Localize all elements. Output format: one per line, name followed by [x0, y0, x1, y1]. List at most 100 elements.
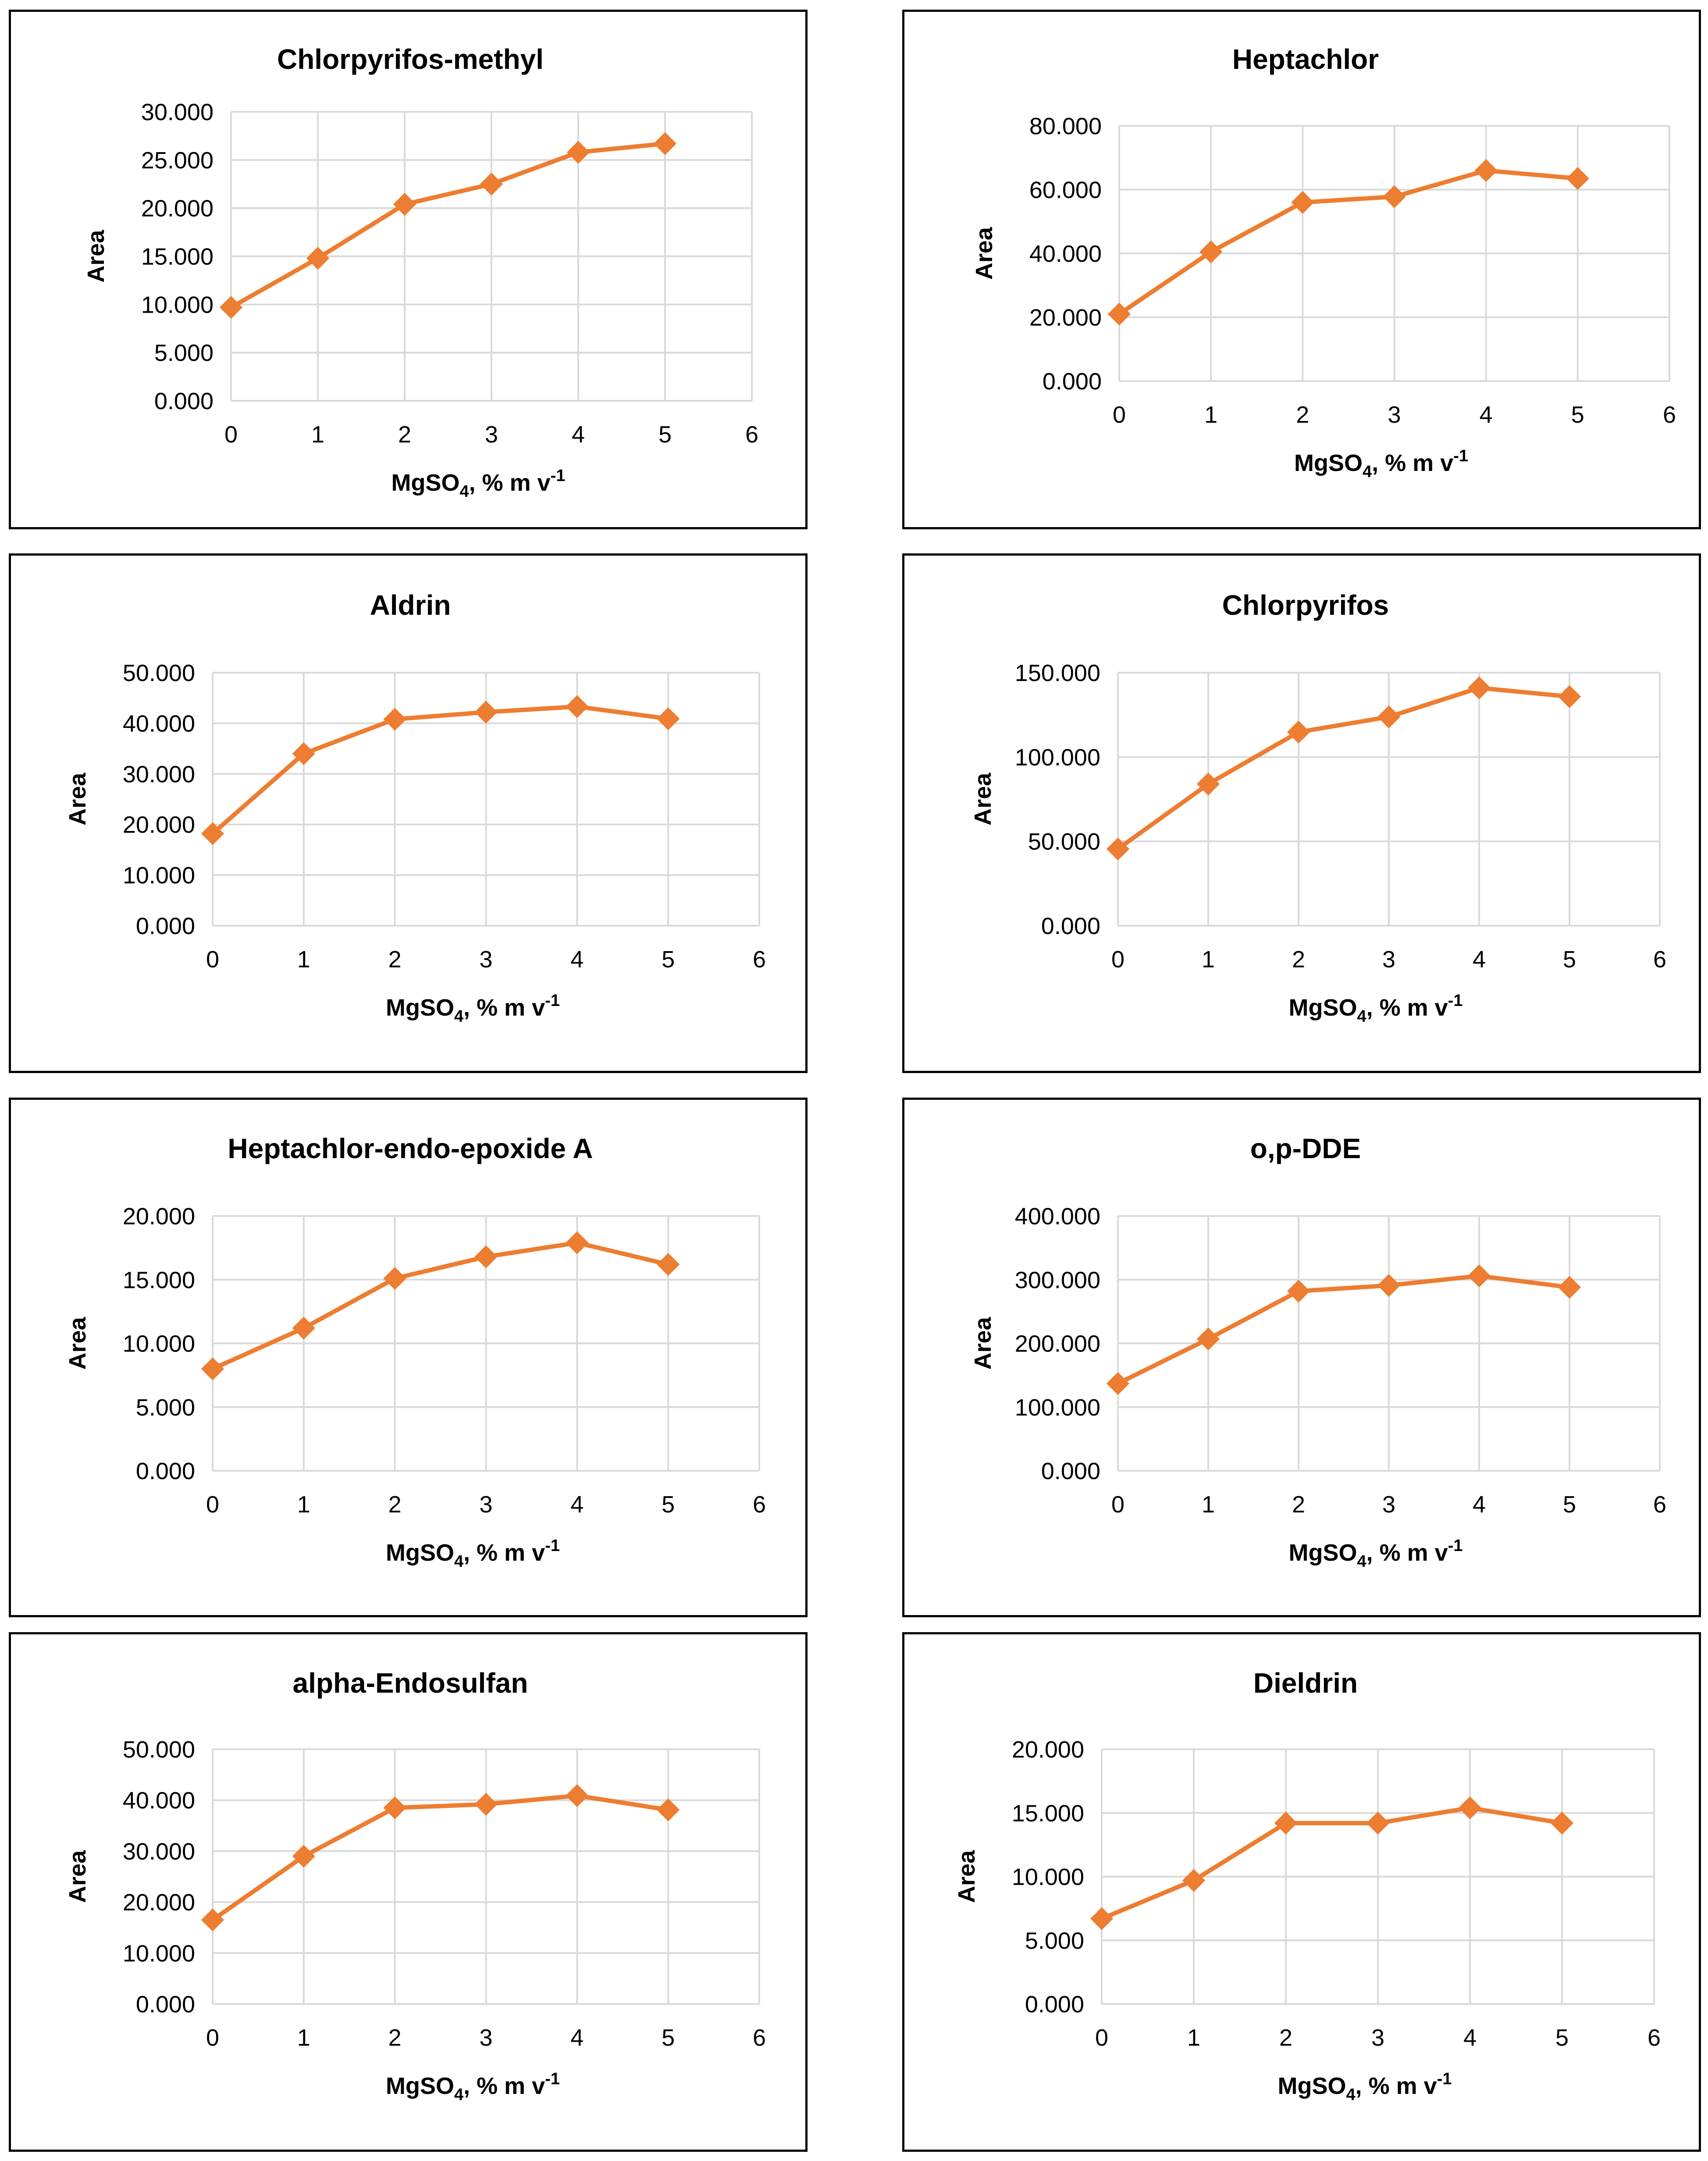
y-tick-label: 40.000: [1029, 241, 1102, 267]
y-tick-label: 20.000: [123, 812, 195, 838]
chart-title: Dieldrin: [1253, 1667, 1358, 1699]
y-tick-label: 0.000: [1041, 1458, 1100, 1484]
x-tick-label: 0: [1113, 402, 1126, 428]
data-point: [1377, 705, 1401, 728]
chart-panel-heptachlor-endo-epoxide-a: Heptachlor-endo-epoxide A 0 1 2 3 4 5 6 0.000 5.0…: [9, 1098, 808, 1617]
x-tick-label: 6: [745, 421, 758, 448]
x-tick-label: 5: [662, 946, 675, 973]
x-tick-label: 1: [311, 421, 324, 448]
data-point: [1566, 167, 1589, 190]
x-tick-label: 6: [1653, 1491, 1666, 1518]
x-tick-label: 3: [479, 2025, 492, 2051]
data-point: [1467, 676, 1491, 699]
series-line: [210, 1241, 671, 1371]
x-tick-label: 5: [662, 1491, 675, 1518]
x-tick-label: 3: [479, 946, 492, 973]
data-point: [1467, 1264, 1491, 1287]
chart-svg: o,p-DDE 0 1 2 3 4 5 6 0.000 100.000 200.000 300.000…: [970, 1133, 1666, 1571]
x-tick-label: 4: [570, 946, 584, 973]
data-point: [1182, 1869, 1206, 1892]
x-tick-label: 5: [1555, 2025, 1569, 2051]
y-tick-label: 0.000: [154, 388, 214, 414]
data-point: [657, 707, 680, 731]
x-tick-label: 4: [1480, 402, 1493, 428]
data-point: [306, 246, 330, 270]
chart-svg: Aldrin 0 1 2 3 4 5 6 0.000 10.000 20.000 30.000 40.0…: [64, 589, 766, 1026]
y-tick-label: 25.000: [141, 147, 214, 174]
y-tick-label: 10.000: [123, 863, 195, 889]
data-point: [566, 141, 590, 164]
y-tick-label: 5.000: [136, 1394, 195, 1421]
data-point: [474, 1793, 498, 1816]
series-line: [210, 704, 671, 836]
x-tick-label: 2: [388, 1491, 402, 1518]
y-tick-label: 40.000: [123, 710, 195, 737]
data-point: [474, 700, 498, 724]
data-point: [657, 1253, 680, 1276]
y-tick-label: 10.000: [141, 292, 214, 318]
x-axis-label: MgSO4, % m v-1: [1277, 2070, 1452, 2104]
data-point: [1199, 240, 1223, 264]
data-point: [1287, 1280, 1310, 1303]
y-tick-label: 100.000: [1015, 1394, 1100, 1421]
y-tick-label: 15.000: [141, 244, 214, 270]
x-tick-label: 6: [1653, 946, 1666, 973]
data-point: [383, 708, 406, 731]
y-tick-label: 150.000: [1015, 660, 1100, 686]
y-tick-label: 400.000: [1015, 1203, 1100, 1230]
data-point: [219, 296, 243, 319]
data-point: [566, 695, 589, 718]
chart-panel-dieldrin: Dieldrin 0 1 2 3 4 5 6 0.000 5.000 10.000 15.000 20.…: [902, 1632, 1701, 2152]
x-tick-label: 4: [572, 421, 585, 448]
chart-panel-chlorpyrifos-methyl: Chlorpyrifos-methyl 0 1 2 3 4 5 6 0.000 5.000 10.0…: [9, 10, 808, 529]
y-tick-label: 20.000: [1012, 1737, 1084, 1763]
x-tick-label: 3: [479, 1491, 492, 1518]
x-axis-label: MgSO4, % m v-1: [1294, 447, 1468, 481]
x-tick-label: 4: [1473, 1491, 1486, 1518]
x-tick-label: 4: [1473, 946, 1486, 973]
data-point: [1558, 685, 1581, 708]
x-tick-label: 1: [1187, 2025, 1200, 2051]
y-tick-label: 10.000: [123, 1940, 195, 1967]
y-tick-label: 20.000: [123, 1890, 195, 1916]
x-tick-label: 2: [398, 421, 411, 448]
x-tick-label: 6: [753, 946, 766, 973]
chart-svg: Chlorpyrifos 0 1 2 3 4 5 6 0.000 50.000 100.000 150…: [970, 589, 1666, 1026]
data-point: [292, 1316, 315, 1340]
y-axis-label: Area: [970, 1316, 996, 1369]
chart-panel-op-dde: o,p-DDE 0 1 2 3 4 5 6 0.000 100.000 200.000 300.000…: [902, 1098, 1701, 1617]
x-tick-label: 5: [658, 421, 672, 448]
data-point: [1366, 1812, 1390, 1835]
data-point: [474, 1245, 498, 1269]
y-tick-label: 50.000: [123, 660, 195, 686]
x-tick-label: 5: [1563, 1491, 1576, 1518]
x-tick-label: 6: [753, 1491, 766, 1518]
y-tick-label: 30.000: [123, 761, 195, 788]
x-tick-label: 6: [753, 2025, 766, 2051]
x-tick-label: 3: [1382, 946, 1395, 973]
x-tick-label: 5: [1571, 402, 1584, 428]
data-point: [566, 1231, 589, 1255]
x-tick-label: 2: [388, 2025, 402, 2051]
chart-svg: Dieldrin 0 1 2 3 4 5 6 0.000 5.000 10.000 15.000 20.…: [954, 1667, 1661, 2104]
x-tick-label: 1: [1202, 946, 1215, 973]
x-axis-label: MgSO4, % m v-1: [386, 991, 560, 1026]
data-point: [566, 1784, 589, 1807]
data-point: [201, 1908, 224, 1932]
data-point: [480, 172, 503, 196]
x-tick-label: 0: [1111, 1491, 1124, 1518]
y-tick-label: 0.000: [1041, 913, 1100, 939]
y-tick-label: 50.000: [123, 1737, 195, 1763]
y-tick-label: 0.000: [136, 1458, 195, 1484]
y-tick-label: 0.000: [136, 913, 195, 939]
data-point: [1106, 837, 1130, 861]
chart-panel-chlorpyrifos: Chlorpyrifos 0 1 2 3 4 5 6 0.000 50.000 100.000 150…: [902, 553, 1701, 1073]
data-point: [657, 1798, 680, 1822]
y-tick-label: 5.000: [154, 340, 214, 366]
x-tick-label: 5: [662, 2025, 675, 2051]
y-tick-label: 0.000: [136, 1991, 195, 2018]
y-axis-label: Area: [954, 1850, 980, 1903]
chart-svg: alpha-Endosulfan 0 1 2 3 4 5 6 0.000 10.000 20.000…: [64, 1667, 766, 2104]
x-tick-label: 2: [1292, 946, 1305, 973]
x-tick-label: 4: [1463, 2025, 1477, 2051]
